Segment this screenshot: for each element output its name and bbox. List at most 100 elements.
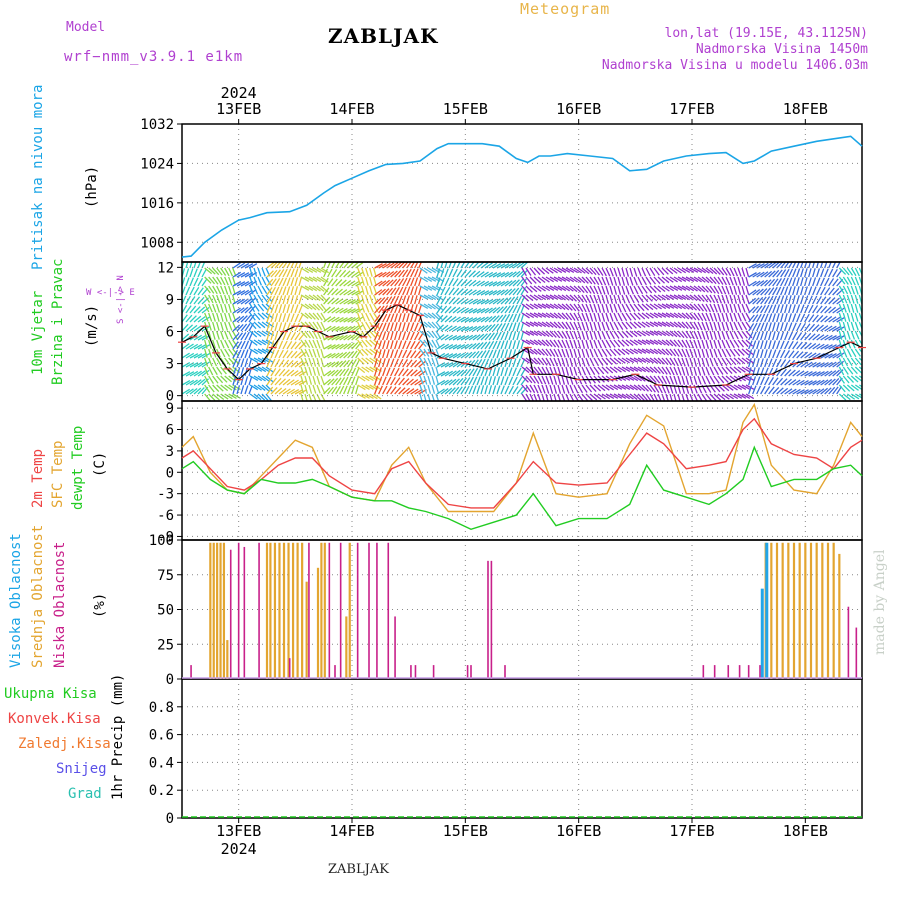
wind-barb xyxy=(597,348,603,358)
wind-barb xyxy=(294,277,299,287)
wind-barb xyxy=(585,339,590,349)
cloud-bar-low xyxy=(339,542,342,679)
wind-barb xyxy=(709,330,714,340)
wind-barb xyxy=(776,313,780,323)
wind-ytick-label: 9 xyxy=(166,292,174,308)
wind-barb xyxy=(685,393,690,401)
wind-barb xyxy=(270,286,276,296)
wind-barb xyxy=(261,303,269,311)
wind-barb xyxy=(232,271,242,278)
wind-barb xyxy=(601,321,606,331)
wind-barb xyxy=(294,341,302,350)
wind-barb xyxy=(589,357,595,367)
wind-barb xyxy=(312,312,320,321)
wind-barb xyxy=(661,267,669,275)
wind-barb xyxy=(361,303,366,313)
wind-barb xyxy=(378,331,383,341)
wind-barb xyxy=(641,321,650,328)
wind-barb xyxy=(496,358,501,368)
wind-barb xyxy=(369,312,375,322)
wind-barb xyxy=(357,276,362,286)
wind-barb xyxy=(253,366,263,372)
wind-barb xyxy=(512,304,518,314)
wind-barb xyxy=(351,350,358,359)
wind-barb xyxy=(557,321,565,330)
wind-barb xyxy=(182,323,189,332)
wind-barb xyxy=(253,330,262,338)
wind-barb xyxy=(212,357,218,367)
wind-barb xyxy=(828,316,837,323)
wind-barb xyxy=(220,312,224,322)
wind-barb xyxy=(804,286,808,296)
wind-barb xyxy=(193,296,201,305)
wind-barb xyxy=(492,376,497,386)
wind-barb xyxy=(448,353,458,359)
wind-barb xyxy=(553,285,563,291)
wind-barb xyxy=(641,267,647,277)
wind-barb xyxy=(832,369,840,377)
wind-barb xyxy=(394,367,400,377)
wind-barb xyxy=(533,339,542,346)
wind-barb xyxy=(760,279,768,287)
wind-barb xyxy=(460,377,467,386)
wind-barb xyxy=(249,285,254,295)
wind-barb xyxy=(431,375,436,385)
wind-barb xyxy=(609,348,617,357)
cloud-bar-mid xyxy=(216,542,219,679)
wind-barb xyxy=(197,361,207,368)
cloud-bar-mid xyxy=(320,542,323,679)
wind-barb xyxy=(394,295,400,305)
wind-barb xyxy=(278,368,286,377)
wind-barb xyxy=(828,297,836,305)
wind-barb xyxy=(423,375,428,385)
wind-barb xyxy=(369,339,377,347)
wind-barb xyxy=(838,294,844,304)
wind-barb xyxy=(476,280,485,287)
wind-barb xyxy=(788,295,792,305)
wind-barb xyxy=(601,276,607,286)
wind-barb xyxy=(816,388,825,395)
wind-barb xyxy=(629,303,636,312)
wind-barb xyxy=(737,375,747,382)
wind-barb xyxy=(197,262,201,269)
footer-station: ZABLJAK xyxy=(328,862,389,877)
wind-barb xyxy=(236,349,242,359)
wind-barb xyxy=(737,330,744,339)
wind-barb xyxy=(240,323,248,332)
wind-barb xyxy=(741,348,750,356)
wind-barb xyxy=(204,303,210,313)
wind-barb xyxy=(427,366,432,376)
wind-barb xyxy=(492,315,500,323)
wind-barb xyxy=(492,349,497,359)
wind-barb xyxy=(304,276,314,282)
wind-barb xyxy=(378,288,386,296)
wind-barb xyxy=(713,276,721,285)
wind-barb xyxy=(266,340,271,350)
wind-barb xyxy=(266,367,272,377)
wind-barb xyxy=(573,357,578,367)
wind-barb xyxy=(520,322,525,332)
wind-barb xyxy=(476,350,484,359)
wind-barb xyxy=(452,297,460,305)
wind-barb xyxy=(854,303,859,313)
wind-barb xyxy=(240,340,246,350)
wind-barb xyxy=(512,367,518,377)
wind-barb xyxy=(689,303,697,311)
wind-barb xyxy=(331,386,338,395)
wind-barb xyxy=(374,340,379,350)
wind-barb xyxy=(701,330,706,340)
wind-barb xyxy=(224,276,229,286)
wind-barb xyxy=(581,267,590,275)
wind-barb xyxy=(637,276,643,286)
wind-barb xyxy=(343,325,352,332)
wind-barb xyxy=(492,298,501,305)
wind-barb xyxy=(476,376,481,386)
wind-barb xyxy=(842,357,849,367)
wind-barb xyxy=(597,384,606,392)
wind-barb xyxy=(496,289,505,296)
wind-barb xyxy=(545,375,550,385)
cloud-bar-low xyxy=(356,542,359,679)
wind-barb xyxy=(709,321,714,331)
wind-barb xyxy=(557,393,561,401)
